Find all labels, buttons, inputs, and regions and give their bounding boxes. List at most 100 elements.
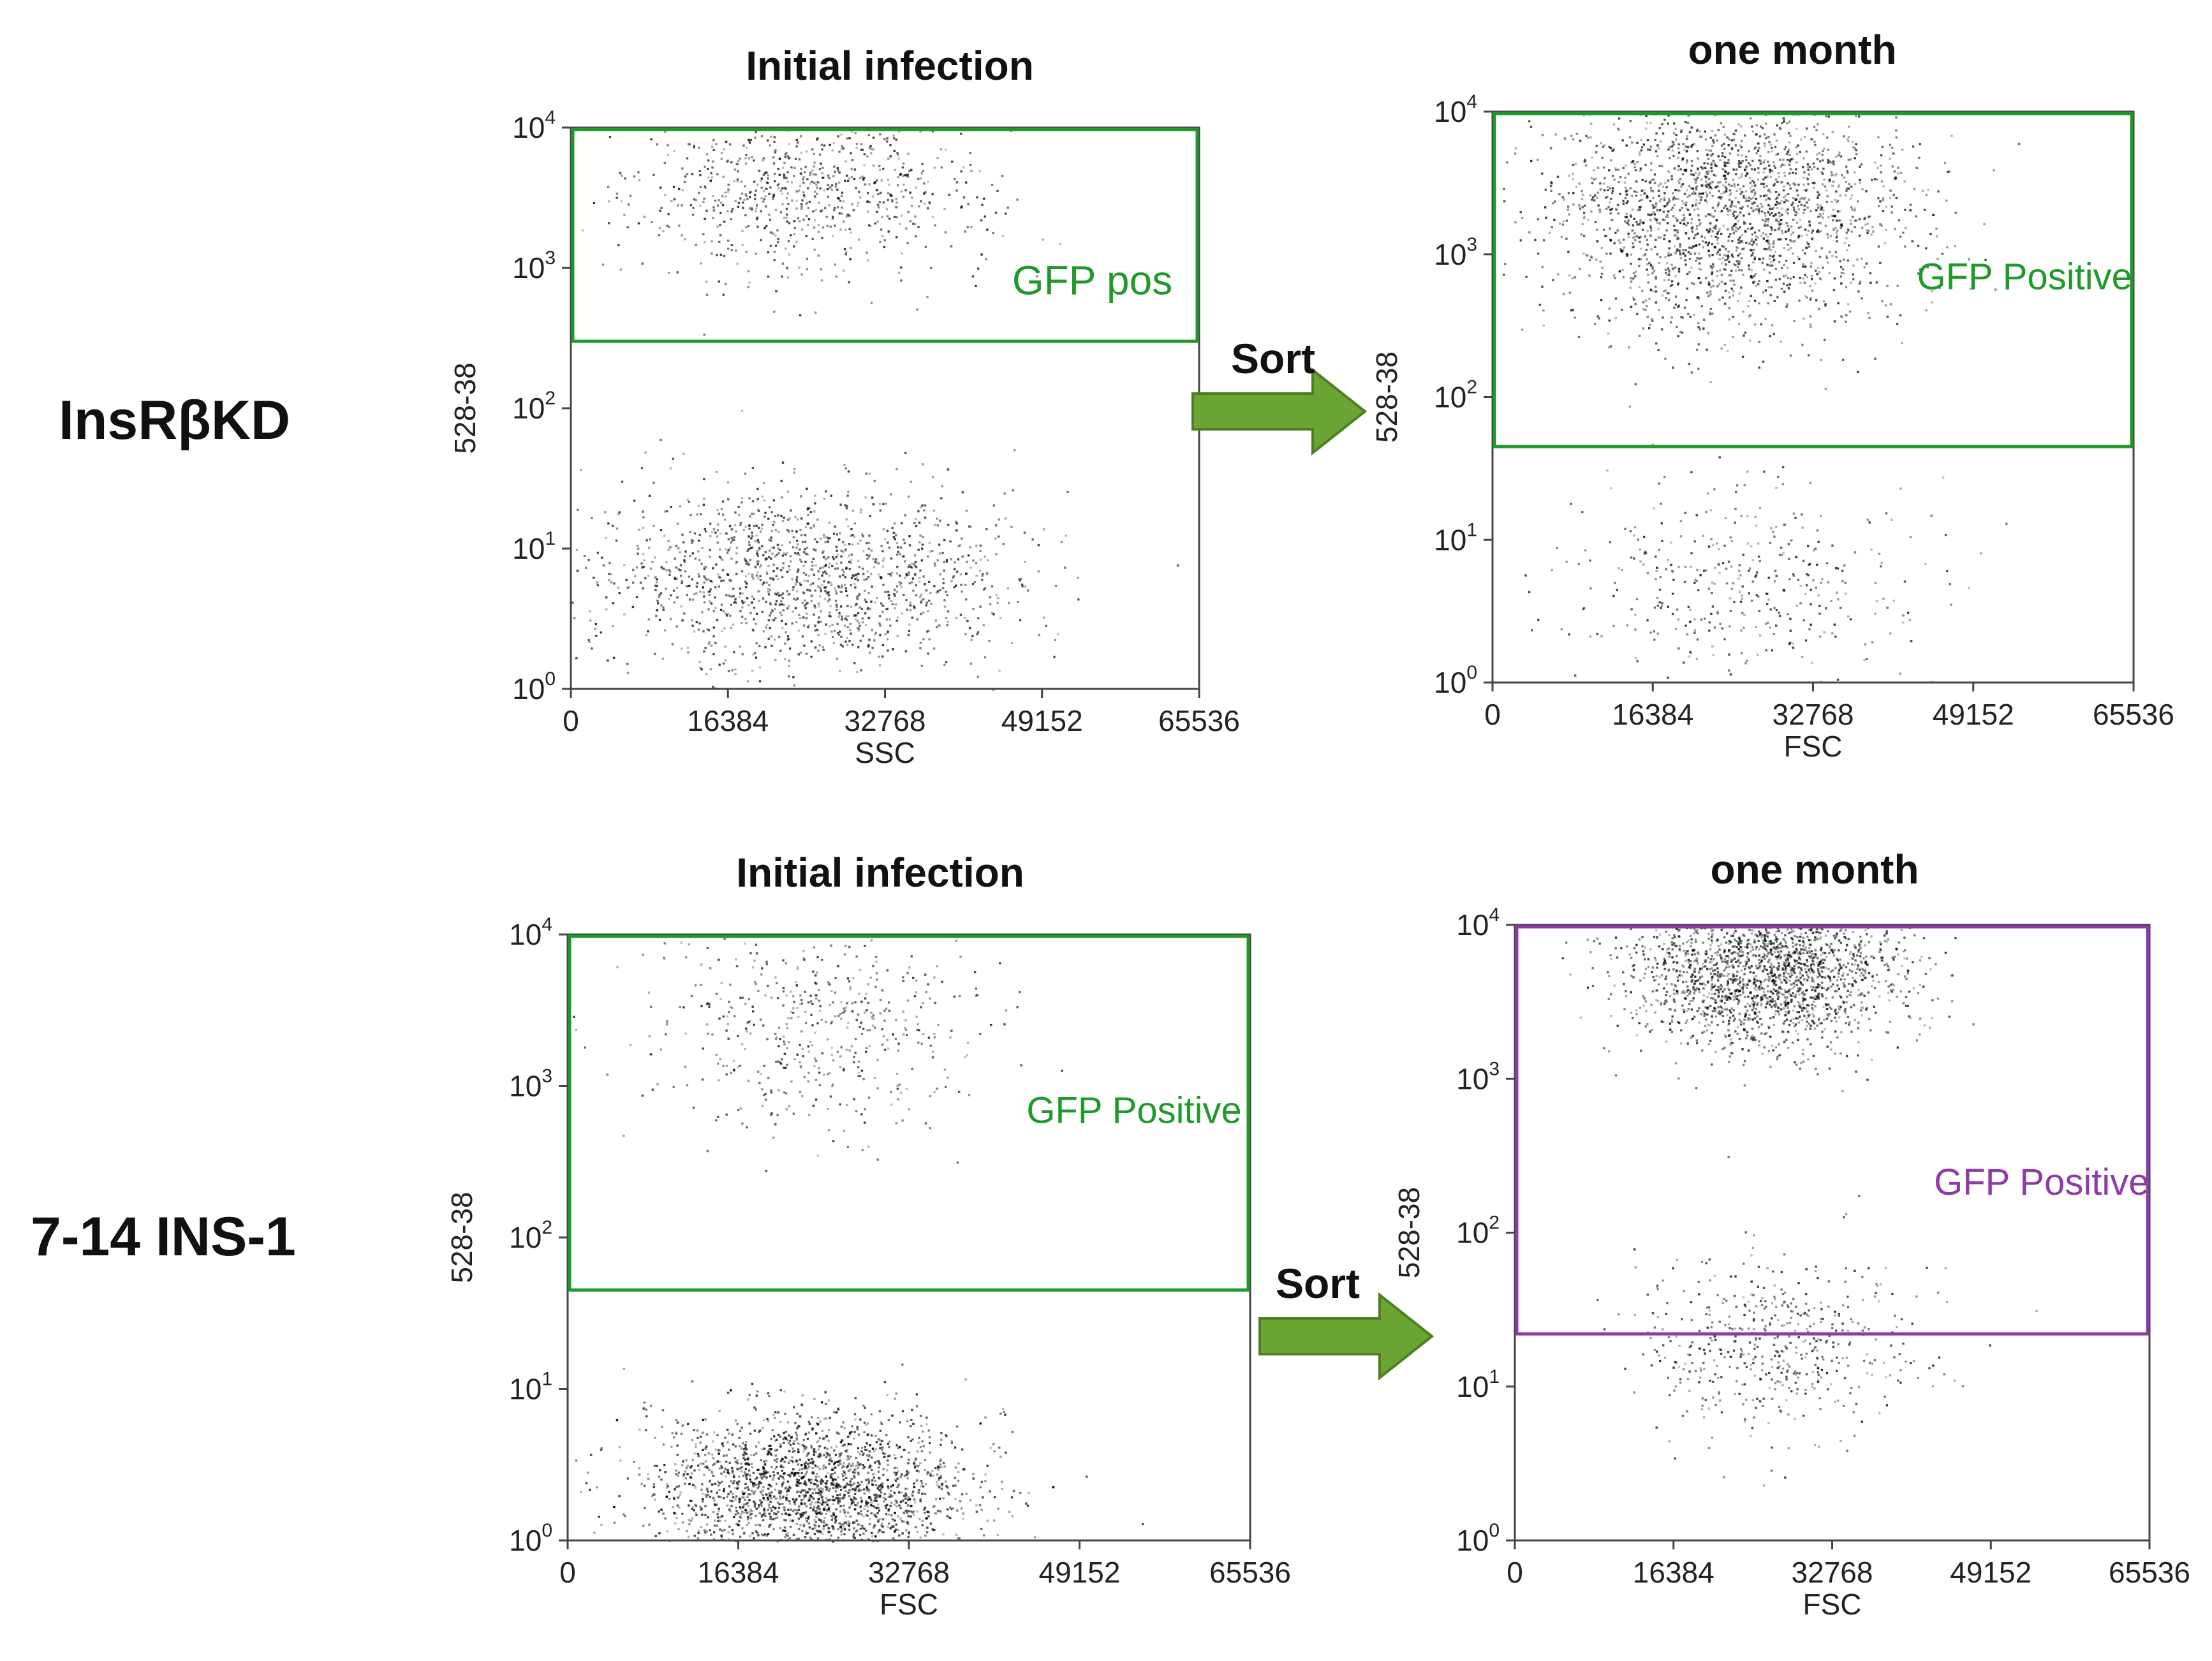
event-dot <box>1589 559 1591 562</box>
event-dot <box>778 635 781 639</box>
event-dot <box>1831 544 1834 547</box>
event-dot <box>1816 529 1819 532</box>
event-dot <box>1626 255 1628 257</box>
event-dot <box>786 214 788 216</box>
event-dot <box>987 559 989 561</box>
event-dot <box>1670 209 1673 211</box>
event-dot <box>852 575 855 577</box>
event-dot <box>802 592 805 594</box>
event-dot <box>1709 213 1712 216</box>
event-dot <box>1633 298 1635 301</box>
event-dot <box>948 193 950 196</box>
event-dot <box>1563 220 1565 223</box>
event-dot <box>1790 225 1793 228</box>
event-dot <box>1665 272 1667 274</box>
event-dot <box>962 166 965 169</box>
event-dot <box>1662 132 1665 135</box>
event-dot <box>772 563 775 566</box>
event-dot <box>1740 652 1743 654</box>
event-dot <box>1558 222 1561 225</box>
event-dot <box>759 1072 762 1075</box>
event-dot <box>1677 151 1681 154</box>
event-dot <box>661 658 664 660</box>
event-dot <box>870 600 873 603</box>
event-dot <box>735 249 737 252</box>
event-dot <box>1731 148 1734 151</box>
event-dot <box>1650 162 1653 165</box>
event-dot <box>1744 174 1748 177</box>
event-dot <box>1904 226 1907 230</box>
event-dot <box>945 559 948 561</box>
event-dot <box>870 573 873 575</box>
event-dot <box>823 536 825 539</box>
event-dot <box>751 512 753 515</box>
event-dot <box>846 505 848 507</box>
event-dot <box>1777 238 1780 241</box>
event-dot <box>1688 362 1690 365</box>
event-dot <box>1748 315 1750 318</box>
event-dot <box>1816 563 1818 566</box>
event-dot <box>834 567 837 570</box>
event-dot <box>813 219 816 222</box>
event-dot <box>863 177 866 179</box>
event-dot <box>834 977 837 980</box>
event-dot <box>901 522 903 524</box>
event-dot <box>1831 200 1833 203</box>
event-dot <box>1768 188 1771 191</box>
event-dot <box>1839 260 1841 263</box>
event-dot <box>1807 230 1810 232</box>
event-dot <box>865 472 867 475</box>
event-dot <box>876 189 878 191</box>
event-dot <box>1852 273 1854 276</box>
event-dot <box>794 158 797 160</box>
event-dot <box>971 635 974 637</box>
event-dot <box>840 133 843 136</box>
event-dot <box>1758 210 1760 212</box>
event-dot <box>774 149 777 152</box>
event-dot <box>1968 587 1970 589</box>
event-dot <box>669 467 672 469</box>
event-dot <box>1818 277 1822 280</box>
event-dot <box>908 170 911 172</box>
event-dot <box>846 594 849 597</box>
event-dot <box>994 537 997 540</box>
event-dot <box>1774 228 1776 232</box>
event-dot <box>703 595 705 598</box>
event-dot <box>849 988 852 991</box>
event-dot <box>1803 205 1806 207</box>
event-dot <box>744 942 746 945</box>
event-dot <box>957 545 960 548</box>
event-dot <box>1695 260 1697 262</box>
event-dot <box>722 175 725 178</box>
event-dot <box>945 617 948 619</box>
event-dot <box>746 147 748 149</box>
event-dot <box>887 198 889 202</box>
event-dot <box>773 259 776 262</box>
event-dot <box>775 600 778 603</box>
event-dot <box>973 581 976 584</box>
event-dot <box>795 138 798 142</box>
event-dot <box>1642 255 1645 257</box>
event-dot <box>751 669 754 672</box>
event-dot <box>1672 268 1674 270</box>
event-dot <box>711 531 713 533</box>
event-dot <box>878 615 881 617</box>
event-dot <box>754 198 756 200</box>
event-dot <box>1834 174 1837 177</box>
event-dot <box>1810 168 1813 171</box>
event-dot <box>1708 630 1711 632</box>
event-dot <box>1717 129 1720 131</box>
event-dot <box>1537 218 1540 221</box>
event-dot <box>846 637 848 639</box>
event-dot <box>1804 593 1807 596</box>
event-dot <box>679 564 682 566</box>
event-dot <box>774 515 777 517</box>
event-dot <box>1649 186 1652 189</box>
event-dot <box>872 964 874 968</box>
event-dot <box>1750 248 1752 251</box>
event-dot <box>1674 217 1677 219</box>
event-dot <box>1737 228 1739 230</box>
event-dot <box>1656 209 1659 212</box>
event-dot <box>1767 286 1770 288</box>
event-dot <box>1683 223 1685 225</box>
